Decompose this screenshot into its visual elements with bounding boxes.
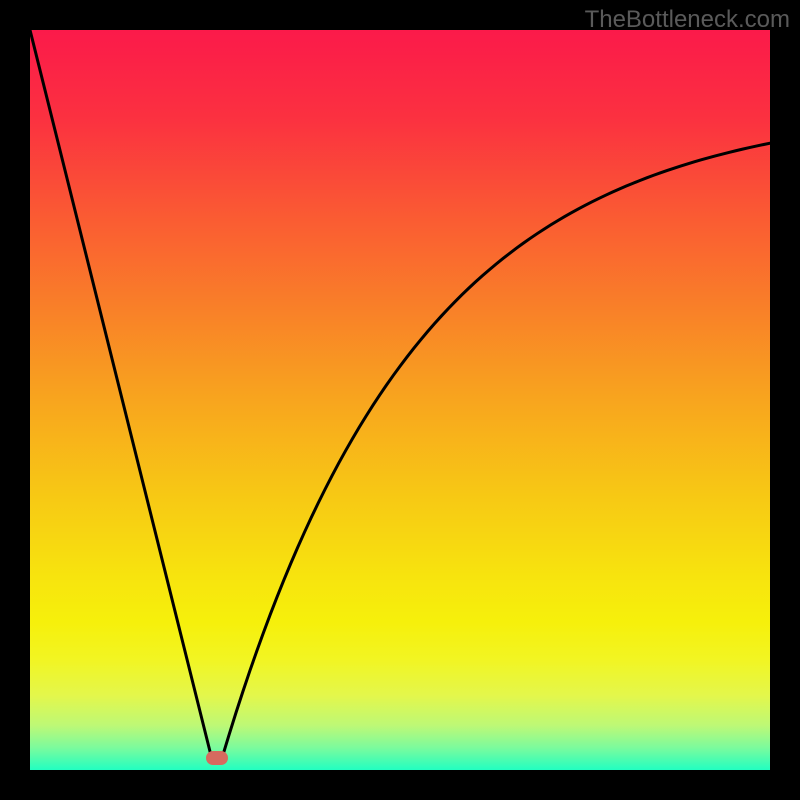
frame-border-bottom: [0, 770, 800, 800]
bottleneck-curve: [30, 30, 770, 770]
plot-area: [30, 30, 770, 770]
curve-path: [30, 30, 770, 757]
watermark-text: TheBottleneck.com: [585, 6, 790, 34]
frame-border-left: [0, 0, 30, 800]
minimum-marker: [206, 751, 228, 765]
chart-container: TheBottleneck.com: [0, 0, 800, 800]
frame-border-right: [770, 0, 800, 800]
